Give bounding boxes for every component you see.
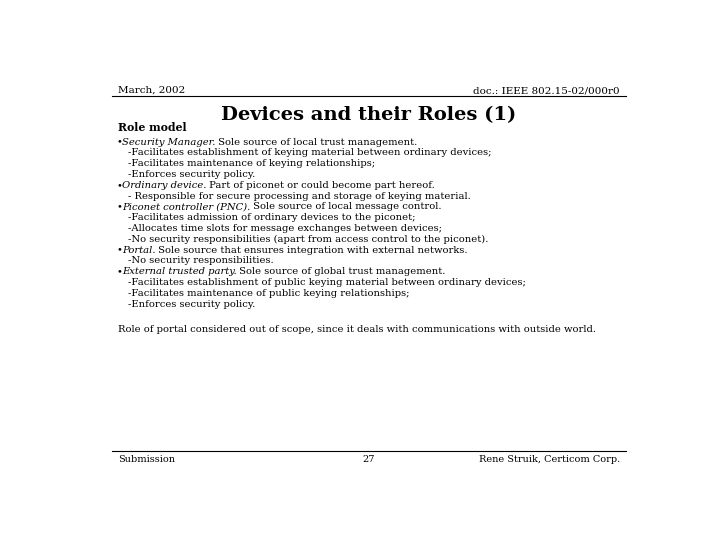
Text: March, 2002: March, 2002: [118, 86, 185, 95]
Text: - Responsible for secure processing and storage of keying material.: - Responsible for secure processing and …: [128, 192, 471, 201]
Text: -Facilitates establishment of public keying material between ordinary devices;: -Facilitates establishment of public key…: [128, 278, 526, 287]
Text: Piconet controller (PNC).: Piconet controller (PNC).: [122, 202, 250, 212]
Text: •: •: [117, 246, 122, 255]
Text: -Facilitates maintenance of keying relationships;: -Facilitates maintenance of keying relat…: [128, 159, 375, 168]
Text: Sole source of local trust management.: Sole source of local trust management.: [215, 138, 418, 146]
Text: Portal.: Portal.: [122, 246, 156, 255]
Text: -Allocates time slots for message exchanges between devices;: -Allocates time slots for message exchan…: [128, 224, 442, 233]
Text: Sole source of global trust management.: Sole source of global trust management.: [236, 267, 446, 276]
Text: Sole source that ensures integration with external networks.: Sole source that ensures integration wit…: [156, 246, 468, 255]
Text: •: •: [117, 181, 122, 190]
Text: doc.: IEEE 802.15-02/000r0: doc.: IEEE 802.15-02/000r0: [474, 86, 620, 95]
Text: Part of piconet or could become part hereof.: Part of piconet or could become part her…: [206, 181, 435, 190]
Text: -Facilitates maintenance of public keying relationships;: -Facilitates maintenance of public keyin…: [128, 289, 410, 298]
Text: •: •: [117, 267, 122, 276]
Text: Submission: Submission: [118, 455, 175, 464]
Text: Ordinary device.: Ordinary device.: [122, 181, 206, 190]
Text: -Enforces security policy.: -Enforces security policy.: [128, 300, 255, 309]
Text: External trusted party.: External trusted party.: [122, 267, 236, 276]
Text: -No security responsibilities (apart from access control to the piconet).: -No security responsibilities (apart fro…: [128, 235, 488, 244]
Text: •: •: [117, 138, 122, 146]
Text: -Facilitates admission of ordinary devices to the piconet;: -Facilitates admission of ordinary devic…: [128, 213, 415, 222]
Text: -Facilitates establishment of keying material between ordinary devices;: -Facilitates establishment of keying mat…: [128, 148, 492, 157]
Text: Role model: Role model: [118, 122, 186, 133]
Text: Security Manager.: Security Manager.: [122, 138, 215, 146]
Text: •: •: [117, 202, 122, 212]
Text: Devices and their Roles (1): Devices and their Roles (1): [221, 106, 517, 124]
Text: 27: 27: [363, 455, 375, 464]
Text: Role of portal considered out of scope, since it deals with communications with : Role of portal considered out of scope, …: [118, 325, 596, 334]
Text: Rene Struik, Certicom Corp.: Rene Struik, Certicom Corp.: [479, 455, 620, 464]
Text: -Enforces security policy.: -Enforces security policy.: [128, 170, 255, 179]
Text: -No security responsibilities.: -No security responsibilities.: [128, 256, 274, 266]
Text: Sole source of local message control.: Sole source of local message control.: [250, 202, 441, 212]
